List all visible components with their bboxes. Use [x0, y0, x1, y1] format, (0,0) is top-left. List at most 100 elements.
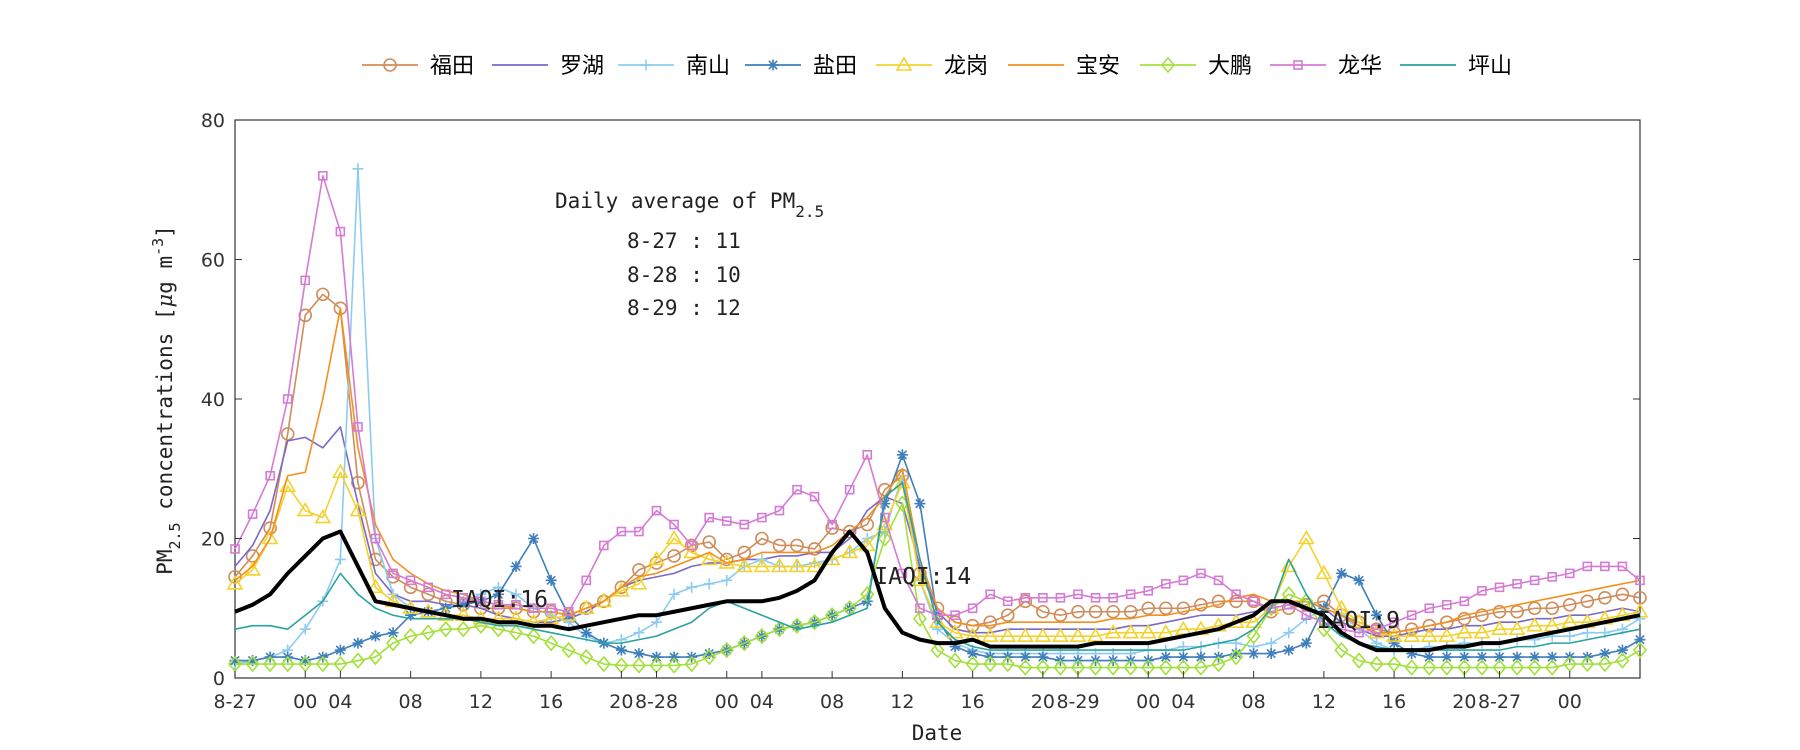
data-point	[754, 627, 769, 645]
data-point	[1122, 624, 1140, 639]
data-point	[1246, 627, 1261, 645]
data-point	[1143, 586, 1154, 596]
data-point	[1458, 651, 1470, 663]
data-point	[1178, 575, 1189, 586]
data-point	[792, 484, 802, 495]
data-point	[1635, 575, 1645, 586]
data-point	[877, 530, 892, 547]
data-point	[1123, 659, 1138, 676]
data-point	[1194, 597, 1208, 612]
data-point	[1353, 574, 1365, 586]
legend-marker	[767, 59, 779, 71]
legend-marker	[1160, 56, 1176, 74]
data-point	[1617, 561, 1628, 572]
data-point	[860, 586, 875, 603]
data-point	[702, 648, 717, 666]
data-point	[1616, 644, 1628, 656]
data-point	[1545, 601, 1559, 616]
data-point	[721, 516, 732, 526]
data-point	[1546, 651, 1558, 663]
data-point	[1139, 624, 1157, 639]
mean-series-line	[234, 529, 1641, 653]
y-axis-label: PM2.5 concentrations [μg m-3]	[149, 225, 184, 575]
series-mean	[234, 529, 1641, 653]
data-point	[1404, 659, 1419, 676]
data-point	[669, 519, 679, 530]
data-point	[315, 655, 330, 673]
data-point	[633, 627, 645, 639]
series-宝安	[234, 307, 1641, 634]
data-point	[403, 627, 418, 645]
x-tick-label: 16	[539, 691, 563, 713]
data-point	[1580, 594, 1595, 609]
x-tick-label: 04	[750, 691, 774, 713]
series-layer	[226, 163, 1649, 676]
data-point	[1071, 604, 1085, 619]
data-point	[1052, 627, 1069, 642]
data-point	[1420, 627, 1438, 642]
data-point	[579, 648, 594, 666]
data-point	[915, 603, 925, 614]
data-point	[879, 498, 891, 510]
data-point	[368, 648, 383, 666]
series-line	[234, 307, 1641, 634]
legend-label: 南山	[686, 54, 730, 79]
x-tick-label: 20	[1452, 691, 1476, 713]
data-point	[1422, 618, 1437, 633]
data-point	[789, 617, 805, 634]
data-point	[1231, 589, 1241, 600]
daily-average-line: 8-29 : 12	[627, 296, 741, 320]
data-point	[983, 655, 998, 673]
data-point	[563, 606, 574, 617]
data-point	[350, 652, 365, 669]
data-point	[300, 275, 311, 286]
data-point	[896, 449, 908, 461]
data-point	[334, 644, 346, 656]
data-point	[1002, 596, 1013, 607]
y-tick-label: 80	[201, 110, 225, 132]
y-tick-label: 20	[201, 529, 225, 551]
data-point	[1423, 651, 1435, 663]
data-point	[1422, 659, 1437, 676]
legend-label: 坪山	[1468, 54, 1512, 79]
x-tick-label: 8-28	[635, 691, 678, 713]
data-point	[386, 634, 401, 652]
data-point	[807, 542, 822, 556]
data-point	[492, 588, 504, 600]
data-point	[544, 634, 559, 652]
data-point	[1581, 627, 1593, 639]
data-point	[405, 609, 417, 621]
data-point	[1615, 587, 1630, 602]
x-tick-label: 00	[1136, 691, 1160, 713]
daily-average-line: 8-28 : 10	[627, 263, 741, 287]
data-point	[1174, 620, 1192, 635]
data-point	[546, 603, 556, 614]
data-point	[737, 634, 752, 652]
data-point	[700, 550, 718, 566]
data-point	[331, 463, 349, 479]
iaqi-annotation: IAQI:14	[874, 564, 971, 590]
data-point	[1526, 617, 1544, 632]
daily-average-line: 8-27 : 11	[627, 229, 741, 253]
data-point	[739, 519, 750, 530]
data-point	[318, 171, 328, 181]
data-point	[1510, 604, 1524, 619]
data-point	[1562, 597, 1577, 612]
data-point	[1248, 596, 1259, 607]
data-point	[704, 512, 714, 523]
data-point	[1196, 568, 1206, 579]
data-point	[1371, 609, 1383, 621]
data-point	[1161, 579, 1171, 589]
data-point	[616, 526, 627, 537]
series-line	[234, 175, 1641, 634]
data-point	[403, 580, 418, 595]
data-point	[1494, 582, 1505, 593]
chart-legend: 福田 罗湖 南山 盐田 龙岗 宝安 大鹏 龙华 坪山	[362, 54, 1512, 79]
data-point	[1177, 651, 1189, 663]
data-point	[735, 557, 753, 573]
data-point	[545, 574, 557, 586]
data-point	[1527, 601, 1542, 616]
data-point	[721, 574, 733, 586]
x-tick-label: 08	[1242, 691, 1266, 713]
data-point	[226, 575, 244, 590]
